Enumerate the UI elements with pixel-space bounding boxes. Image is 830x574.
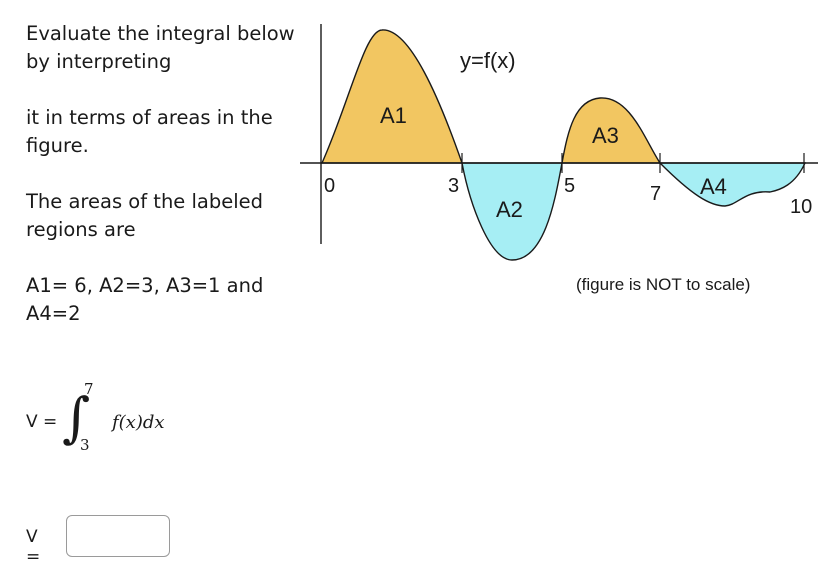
answer-label: V = bbox=[26, 527, 41, 567]
integral-upper-limit: 7 bbox=[84, 380, 94, 398]
answer-input[interactable] bbox=[66, 515, 170, 557]
area-values-text: A1= 6, A2=3, A3=1 and A4=2 bbox=[26, 274, 264, 325]
function-label: y=f(x) bbox=[460, 48, 516, 73]
areas-intro-text: The areas of the labeled regions are bbox=[26, 190, 264, 241]
region-a1-label: A1 bbox=[380, 103, 407, 128]
x-tick-label: 10 bbox=[790, 196, 812, 218]
area-figure: 0 3 5 7 10 A1 A2 A3 A4 y=f(x) (figure is… bbox=[300, 24, 818, 294]
integral-expression: V = ∫ 7 3 f(x)dx bbox=[26, 380, 206, 460]
region-a4 bbox=[658, 162, 807, 207]
region-a2-label: A2 bbox=[496, 197, 523, 222]
question-text: Evaluate the integral below by interpret… bbox=[26, 22, 295, 73]
x-tick-label: 3 bbox=[448, 175, 459, 197]
integral-lower-limit: 3 bbox=[80, 436, 90, 454]
scale-note: (figure is NOT to scale) bbox=[576, 275, 750, 294]
x-tick-label: 0 bbox=[324, 175, 335, 197]
region-a1 bbox=[320, 29, 463, 164]
region-a3-label: A3 bbox=[592, 123, 619, 148]
region-a2 bbox=[461, 162, 563, 261]
question-text: it in terms of areas in the figure. bbox=[26, 106, 273, 157]
x-tick-label: 7 bbox=[650, 183, 661, 205]
region-a4-label: A4 bbox=[700, 174, 727, 199]
integral-v-label: V = bbox=[26, 412, 58, 432]
x-tick-label: 5 bbox=[564, 175, 575, 197]
integrand: f(x)dx bbox=[112, 412, 165, 433]
region-a3 bbox=[561, 97, 662, 164]
integral-sign: ∫ bbox=[62, 386, 91, 449]
